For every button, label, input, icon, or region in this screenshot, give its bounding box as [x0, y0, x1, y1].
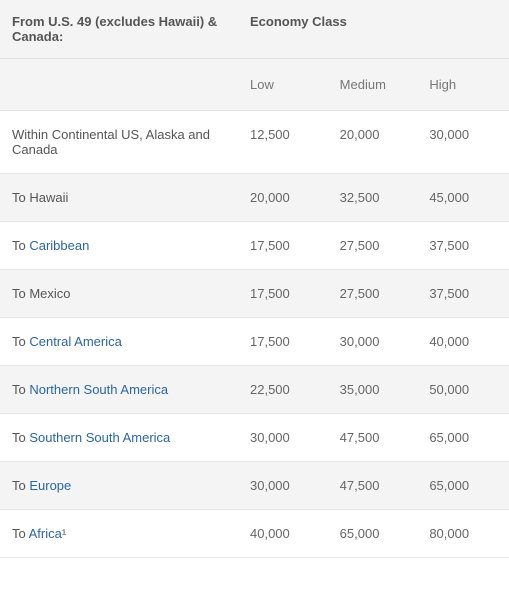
table-row: To Caribbean17,50027,50037,500 — [0, 222, 509, 270]
value-low: 22,500 — [240, 366, 330, 414]
value-medium: 35,000 — [330, 366, 420, 414]
award-chart-table: From U.S. 49 (excludes Hawaii) & Canada:… — [0, 0, 509, 558]
subheader-row: Low Medium High — [0, 59, 509, 111]
destination-link[interactable]: Europe — [29, 478, 71, 493]
value-high: 37,500 — [419, 270, 509, 318]
destination-prefix: To — [12, 382, 29, 397]
table-row: To Northern South America22,50035,00050,… — [0, 366, 509, 414]
table-row: To Mexico17,50027,50037,500 — [0, 270, 509, 318]
table-row: To Hawaii20,00032,50045,000 — [0, 174, 509, 222]
origin-header: From U.S. 49 (excludes Hawaii) & Canada: — [0, 0, 240, 59]
value-low: 17,500 — [240, 270, 330, 318]
value-low: 30,000 — [240, 462, 330, 510]
destination-link[interactable]: Northern South America — [29, 382, 168, 397]
destination-cell: To Europe — [0, 462, 240, 510]
destination-prefix: To — [12, 334, 29, 349]
value-high: 80,000 — [419, 510, 509, 558]
table-row: To Southern South America30,00047,50065,… — [0, 414, 509, 462]
destination-text: Hawaii — [29, 190, 68, 205]
destination-link[interactable]: Central America — [29, 334, 121, 349]
value-high: 45,000 — [419, 174, 509, 222]
destination-link[interactable]: Southern South America — [29, 430, 170, 445]
col-medium: Medium — [330, 59, 420, 111]
value-low: 30,000 — [240, 414, 330, 462]
destination-cell: To Mexico — [0, 270, 240, 318]
col-high: High — [419, 59, 509, 111]
value-high: 37,500 — [419, 222, 509, 270]
destination-cell: To Central America — [0, 318, 240, 366]
table-row: To Europe30,00047,50065,000 — [0, 462, 509, 510]
destination-text: Mexico — [29, 286, 70, 301]
value-medium: 32,500 — [330, 174, 420, 222]
value-low: 17,500 — [240, 318, 330, 366]
subheader-blank — [0, 59, 240, 111]
header-row: From U.S. 49 (excludes Hawaii) & Canada:… — [0, 0, 509, 59]
value-high: 40,000 — [419, 318, 509, 366]
destination-prefix: To — [12, 478, 29, 493]
value-low: 12,500 — [240, 111, 330, 174]
destination-cell: To Northern South America — [0, 366, 240, 414]
destination-text: Within Continental US, Alaska and Canada — [12, 127, 210, 157]
destination-cell: To Africa¹ — [0, 510, 240, 558]
class-header: Economy Class — [240, 0, 509, 59]
destination-link[interactable]: Caribbean — [29, 238, 89, 253]
value-high: 50,000 — [419, 366, 509, 414]
value-high: 30,000 — [419, 111, 509, 174]
table-row: To Africa¹40,00065,00080,000 — [0, 510, 509, 558]
value-medium: 47,500 — [330, 462, 420, 510]
value-medium: 27,500 — [330, 270, 420, 318]
value-medium: 20,000 — [330, 111, 420, 174]
value-medium: 27,500 — [330, 222, 420, 270]
destination-cell: To Southern South America — [0, 414, 240, 462]
destination-prefix: To — [12, 238, 29, 253]
value-high: 65,000 — [419, 462, 509, 510]
destination-cell: To Hawaii — [0, 174, 240, 222]
destination-prefix: To — [12, 190, 29, 205]
value-low: 20,000 — [240, 174, 330, 222]
value-medium: 47,500 — [330, 414, 420, 462]
destination-prefix: To — [12, 286, 29, 301]
destination-suffix: ¹ — [62, 526, 66, 541]
value-low: 40,000 — [240, 510, 330, 558]
destination-link[interactable]: Africa — [29, 526, 62, 541]
table-row: Within Continental US, Alaska and Canada… — [0, 111, 509, 174]
destination-cell: Within Continental US, Alaska and Canada — [0, 111, 240, 174]
value-high: 65,000 — [419, 414, 509, 462]
destination-prefix: To — [12, 526, 29, 541]
table-row: To Central America17,50030,00040,000 — [0, 318, 509, 366]
value-medium: 30,000 — [330, 318, 420, 366]
destination-prefix: To — [12, 430, 29, 445]
value-medium: 65,000 — [330, 510, 420, 558]
value-low: 17,500 — [240, 222, 330, 270]
destination-cell: To Caribbean — [0, 222, 240, 270]
col-low: Low — [240, 59, 330, 111]
